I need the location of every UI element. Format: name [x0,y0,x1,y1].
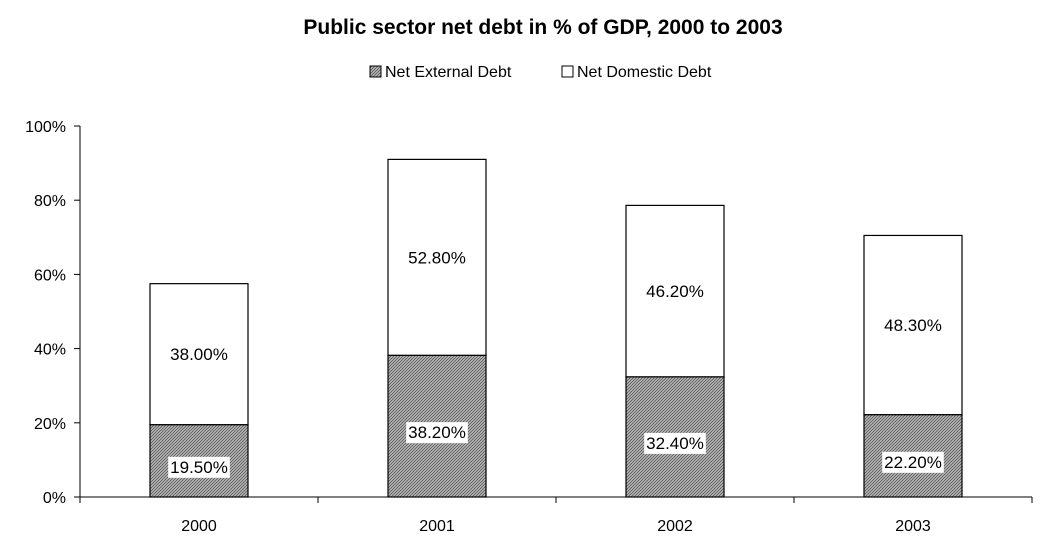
chart-title: Public sector net debt in % of GDP, 2000… [303,16,782,39]
y-tick-label: 0% [43,490,66,507]
y-tick-label: 20% [34,416,66,433]
bar-net-domestic-debt-2003 [863,234,963,416]
data-label: 19.50% [170,458,228,477]
data-label: 32.40% [646,434,704,453]
legend-swatch-net-domestic-debt [561,65,574,78]
bar-net-domestic-debt-2000 [149,283,249,426]
bar-net-domestic-debt-2002 [625,204,725,378]
x-tick-label: 2002 [657,518,693,535]
x-tick-label: 2003 [895,518,931,535]
plot-area: 0% 20% 40% 60% 80% 100% 19.50% 38.00% 2000 38.20%… [25,119,1033,535]
data-label-background [644,432,706,454]
legend: Net External Debt Net Domestic Debt [369,64,712,81]
data-label-background [406,422,468,444]
y-tick-label: 100% [25,119,66,136]
data-label: 38.00% [170,345,228,364]
data-label-background [168,456,230,478]
bar-net-domestic-debt-2001 [387,158,487,356]
y-tick-label: 80% [34,193,66,210]
x-tick-label: 2001 [419,518,455,535]
data-label: 48.30% [884,316,942,335]
legend-label-net-domestic-debt: Net Domestic Debt [577,64,712,81]
data-label-background [882,451,944,473]
data-label: 46.20% [646,282,704,301]
data-label: 38.20% [408,423,466,442]
x-tick-label: 2000 [181,518,217,535]
legend-label-net-external-debt: Net External Debt [385,64,512,81]
legend-swatch-net-external-debt [369,65,382,78]
data-label: 52.80% [408,248,466,267]
y-tick-label: 40% [34,342,66,359]
data-label: 22.20% [884,453,942,472]
y-tick-label: 60% [34,267,66,284]
